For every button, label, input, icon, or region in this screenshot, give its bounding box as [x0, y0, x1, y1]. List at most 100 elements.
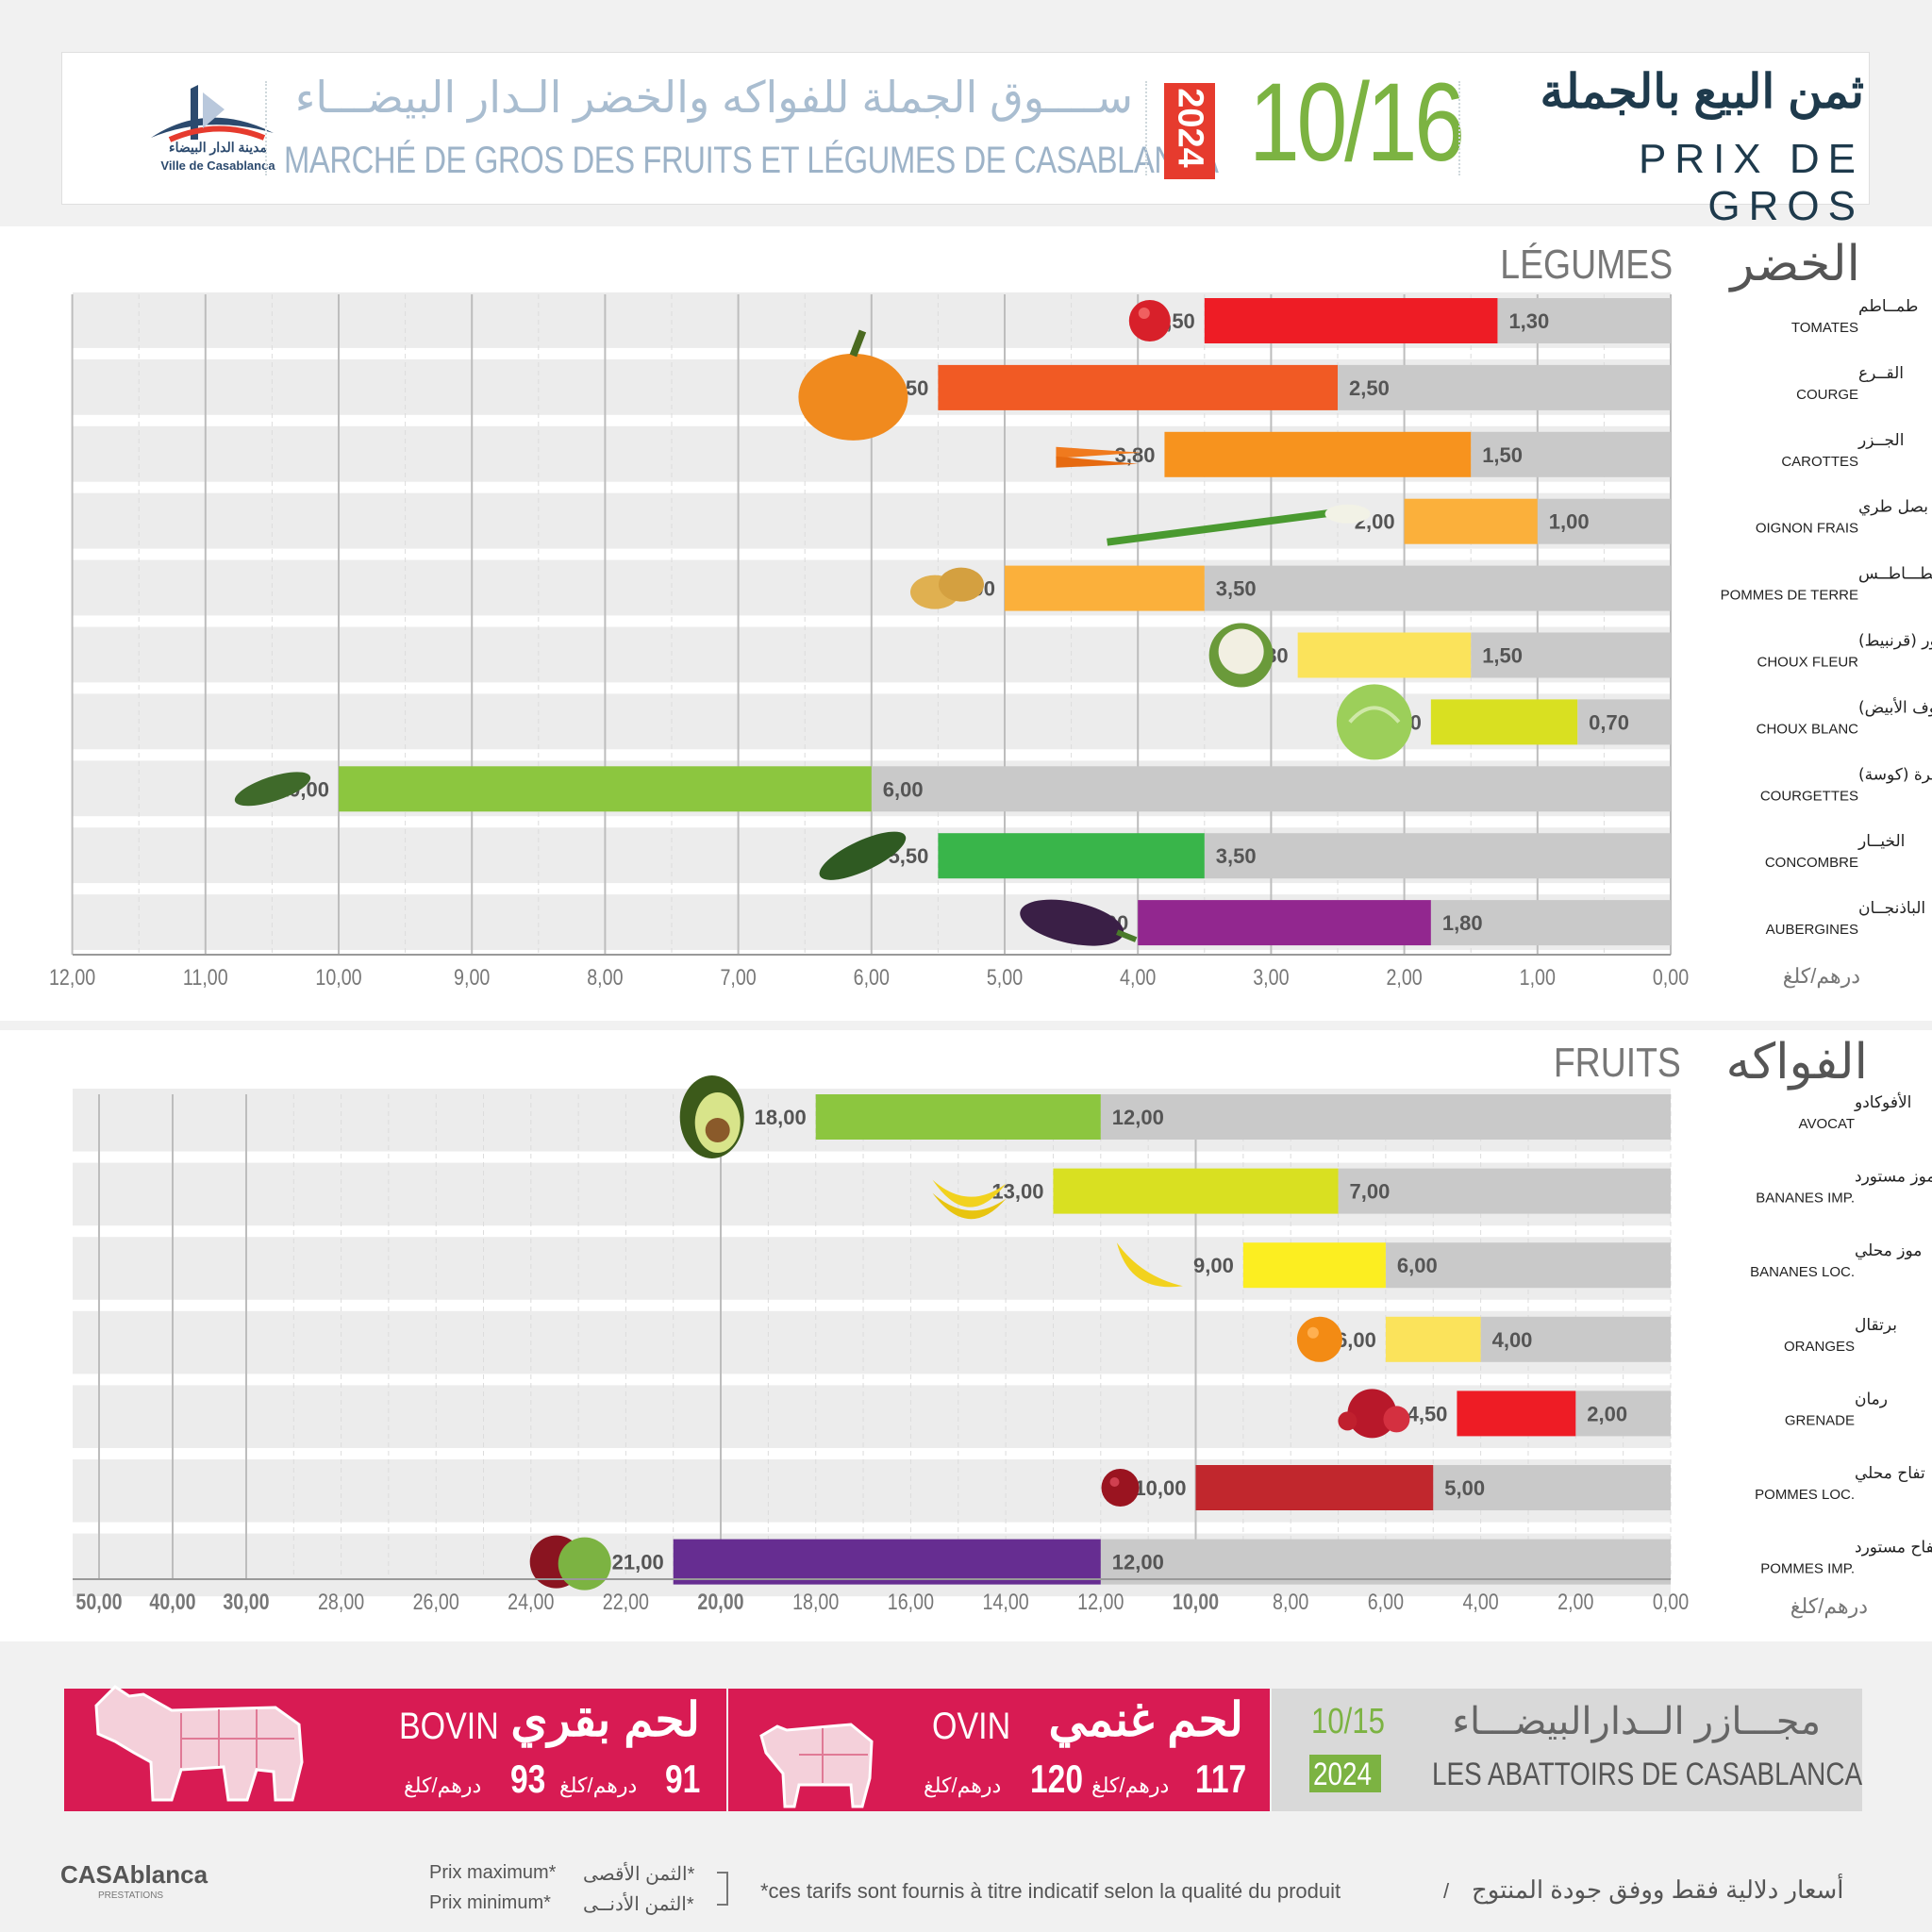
fruits-chart: 12,00 18,00 الأفوكادو AVOCAT 7,00 13,00 موز مس… [73, 1075, 1932, 1614]
min-price-label: 2,50 [1349, 376, 1390, 400]
footer: CASAblanca PRESTATIONS Prix maximum* Pri… [0, 1847, 1932, 1932]
min-price-label: 1,00 [1549, 510, 1590, 534]
price-range-bar [1053, 1168, 1339, 1214]
bovin-max-price: 93 [510, 1757, 546, 1801]
category-label-arabic: الجــزر [1857, 431, 1904, 450]
min-price-bar [1497, 298, 1671, 343]
vegetables-chart: 1,303,50طمــاطمTOMATES2,505,50القــرعCOU… [49, 292, 1932, 990]
x-tick-label: 50,00 [75, 1589, 122, 1614]
divider [1458, 81, 1460, 175]
min-price-bar [1100, 1539, 1671, 1585]
abattoirs-panel: 10/15 2024 مجـــازر الــدارالبيضـــاء LE… [1272, 1689, 1862, 1811]
min-price-bar [1100, 1094, 1671, 1140]
min-price-label: 1,30 [1508, 309, 1549, 333]
category-label-french: CONCOMBRE [1765, 855, 1858, 871]
apples-icon [529, 1535, 611, 1591]
price-range-bar [339, 766, 872, 812]
min-price-label: 5,00 [1444, 1476, 1485, 1500]
cauliflower-icon [1208, 623, 1274, 688]
year-text: 2024 [1170, 88, 1210, 168]
price-range-bar [1457, 1391, 1576, 1437]
min-price-bar [1204, 565, 1671, 611]
x-tick-label: 14,00 [982, 1589, 1028, 1614]
min-price-bar [1471, 431, 1671, 477]
price-range-bar [1385, 1316, 1481, 1362]
bovin-min-price: 91 [665, 1757, 701, 1801]
footer-logo-sub: PRESTATIONS [98, 1890, 164, 1901]
x-tick-label: 9,00 [454, 964, 490, 990]
max-price-label: 18,00 [755, 1106, 807, 1129]
abattoirs-banner: BOVIN لحم بقري درهم/كلغ 93 درهم/كلغ 91 O… [64, 1685, 1862, 1811]
price-range-bar [1005, 565, 1205, 611]
category-label-french: BANANES IMP. [1756, 1191, 1855, 1207]
market-title-arabic: ســــوق الجملة للفواكه والخضر الـدار الب… [294, 73, 1133, 122]
price-range-bar [1138, 900, 1431, 946]
fruits-unit-label: درهم/كلغ [1790, 1594, 1868, 1618]
max-price-label: 4,50 [1407, 1402, 1448, 1425]
min-price-label: 7,00 [1350, 1180, 1391, 1204]
legend-bracket [717, 1872, 728, 1906]
logo-french-text: Ville de Casablanca [160, 158, 275, 173]
legend-min-french: Prix minimum* [429, 1892, 551, 1913]
disclaimer-french: *ces tarifs sont fournis à titre indicat… [760, 1879, 1341, 1903]
category-label-arabic: رمان [1855, 1390, 1888, 1408]
max-price-label: 21,00 [612, 1551, 664, 1574]
x-tick-label: 12,00 [1077, 1589, 1124, 1614]
bovin-panel: BOVIN لحم بقري درهم/كلغ 93 درهم/كلغ 91 [64, 1685, 726, 1811]
min-price-bar [1471, 632, 1671, 678]
category-label-arabic: برتقال [1855, 1316, 1897, 1335]
ovin-label-arabic: لحم غنمي [1048, 1693, 1244, 1746]
price-range-bar [1204, 298, 1498, 343]
x-tick-label: 28,00 [318, 1589, 364, 1614]
ovin-max-unit: درهم/كلغ [924, 1774, 1002, 1797]
x-tick-label: 18,00 [792, 1589, 839, 1614]
x-tick-label: 0,00 [1653, 964, 1689, 990]
category-label-arabic: القــرع [1858, 364, 1904, 383]
price-range-bar [815, 1094, 1101, 1140]
category-label-arabic: الأفوكادو [1854, 1092, 1911, 1112]
price-range-bar [938, 833, 1205, 879]
disclaimer-arabic: أسعار دلالية فقط ووفق جودة المنتوج [1472, 1875, 1844, 1904]
vegetables-section: LÉGUMES الخضر 1,30 3,50 طمــاطم TOMATES 2,50… [0, 226, 1932, 1021]
category-label-arabic: تفاح محلي [1855, 1464, 1925, 1483]
tomato-icon [1128, 300, 1171, 341]
vegetables-title-arabic: الخضر [1730, 237, 1860, 291]
x-tick-label: 5,00 [987, 964, 1023, 990]
x-tick-label: 24,00 [508, 1589, 554, 1614]
fruits-title-arabic: الفواكه [1725, 1035, 1868, 1090]
price-range-bar [1242, 1242, 1386, 1289]
x-tick-label: 20,00 [697, 1589, 743, 1614]
banana-icon [1116, 1242, 1183, 1288]
max-price-label: 9,00 [1193, 1254, 1234, 1277]
category-label-arabic: موز محلي [1855, 1241, 1922, 1260]
legend-max-french: Prix maximum* [429, 1862, 557, 1883]
x-tick-label: 22,00 [603, 1589, 649, 1614]
page-title-french: PRIX DE GROS [1638, 136, 1864, 229]
x-tick-label: 4,00 [1462, 1589, 1498, 1614]
min-price-label: 1,50 [1482, 443, 1523, 467]
price-range-bar [1195, 1465, 1434, 1510]
ovin-panel: OVIN لحم غنمي درهم/كلغ 120 درهم/كلغ 117 [728, 1689, 1270, 1811]
category-label-arabic: شفلور (قرنبيط) [1858, 632, 1932, 651]
category-label-french: CHOUX BLANC [1757, 721, 1859, 737]
min-price-label: 3,50 [1216, 844, 1257, 868]
x-tick-label: 16,00 [888, 1589, 934, 1614]
x-tick-label: 0,00 [1653, 1589, 1689, 1614]
x-tick-label: 2,00 [1386, 964, 1422, 990]
logo-arabic-text: مدينة الدار البيضاء [168, 140, 267, 155]
cabbage-icon [1336, 684, 1412, 760]
abattoir-title-french: LES ABATTOIRS DE CASABLANCA [1432, 1757, 1863, 1792]
x-tick-label: 26,00 [413, 1589, 459, 1614]
abattoir-date: 10/15 [1311, 1702, 1385, 1741]
min-price-label: 6,00 [883, 777, 924, 801]
min-price-label: 2,00 [1587, 1402, 1627, 1425]
x-tick-label: 6,00 [854, 964, 890, 990]
pomegranate-icon [1338, 1389, 1410, 1439]
bovin-label-french: BOVIN [399, 1706, 499, 1747]
category-label-french: POMMES LOC. [1755, 1487, 1855, 1503]
avocado-icon [679, 1075, 744, 1158]
ovin-max-price: 120 [1030, 1757, 1084, 1801]
min-price-label: 6,00 [1397, 1254, 1438, 1277]
category-label-french: POMMES DE TERRE [1721, 588, 1858, 604]
legend-min-arabic: *الثمن الأدنــى [583, 1894, 694, 1915]
